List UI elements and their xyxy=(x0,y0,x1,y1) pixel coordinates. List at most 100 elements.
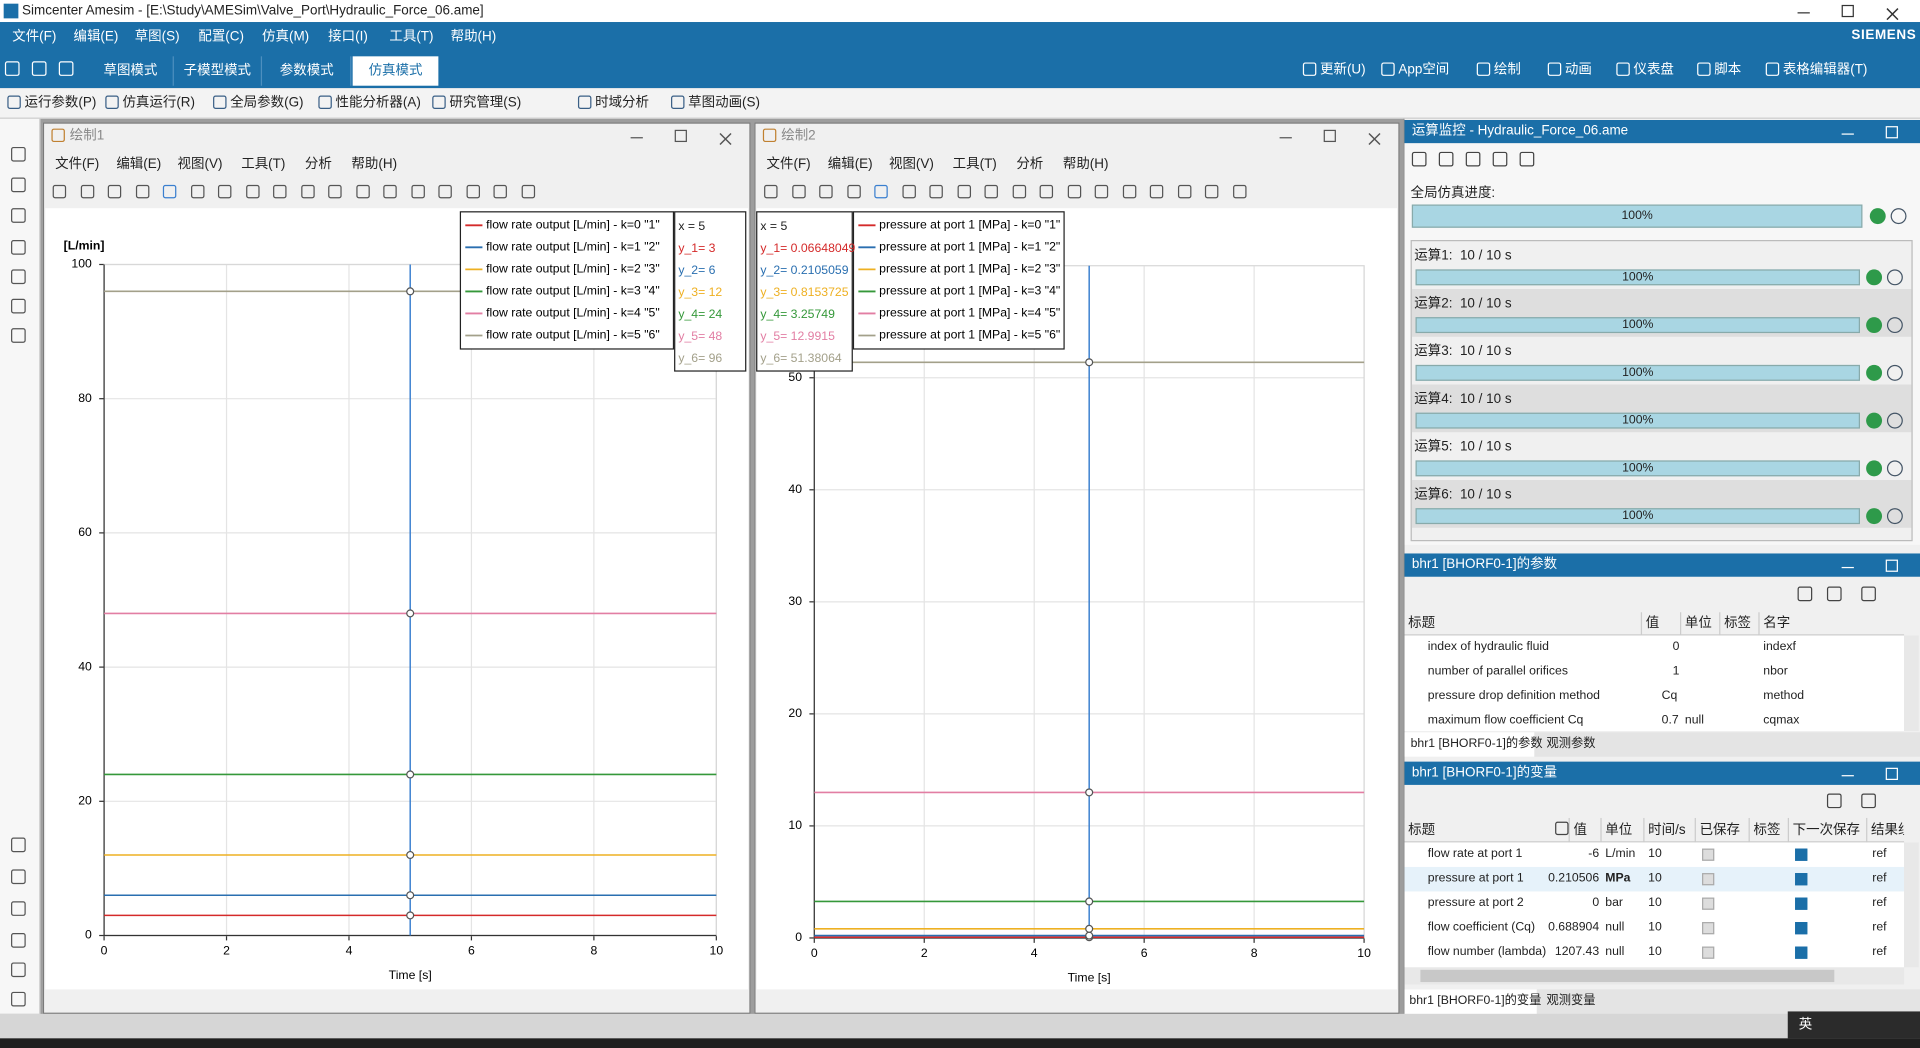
close-button[interactable] xyxy=(1368,130,1381,146)
toolbar-button[interactable]: 时域分析 xyxy=(595,95,649,111)
left-tools xyxy=(0,118,41,1014)
checkbox-next[interactable] xyxy=(1795,946,1808,959)
col-sep xyxy=(1787,817,1789,843)
checkbox-next[interactable] xyxy=(1795,922,1808,935)
run-label: 运算4: 10 / 10 s xyxy=(1414,391,1512,407)
scrollbar xyxy=(1904,635,1919,732)
table-cell: indexf xyxy=(1763,640,1796,654)
plot-menu-item[interactable]: 文件(F) xyxy=(766,156,811,172)
table-cell: index of hydraulic fluid xyxy=(1427,640,1549,654)
top-action[interactable]: 动画 xyxy=(1564,62,1592,78)
panel-tab[interactable]: 观测变量 xyxy=(1546,994,1596,1008)
maximize-button[interactable] xyxy=(1885,767,1898,780)
top-action[interactable]: 表格编辑器(T) xyxy=(1782,62,1868,78)
icon xyxy=(1616,62,1630,76)
minimize-button[interactable] xyxy=(630,137,643,139)
plot-menu-item[interactable]: 分析 xyxy=(1016,156,1044,172)
plot-menu-item[interactable]: 编辑(E) xyxy=(116,156,162,172)
icon xyxy=(213,95,227,109)
close-icon xyxy=(1368,132,1381,146)
scrollbar xyxy=(1904,842,1919,968)
toolbar-button[interactable]: 运行参数(P) xyxy=(24,95,97,111)
minimize-button[interactable] xyxy=(1841,133,1854,135)
top-action[interactable]: 更新(U) xyxy=(1320,62,1366,78)
checkbox-saved xyxy=(1702,922,1715,935)
menu-item[interactable]: 接口(I) xyxy=(328,29,368,45)
menu-item[interactable]: 编辑(E) xyxy=(73,29,119,45)
checkbox-next[interactable] xyxy=(1795,897,1808,910)
top-action[interactable]: App空间 xyxy=(1398,62,1450,78)
col-sep xyxy=(1680,612,1682,636)
menu-item[interactable]: 仿真(M) xyxy=(262,29,310,45)
checkbox-next[interactable] xyxy=(1795,873,1808,886)
plot-area xyxy=(756,208,1398,990)
plot-menu-item[interactable]: 工具(T) xyxy=(952,156,997,172)
panel-tab[interactable]: bhr1 [BHORF0-1]的参数 xyxy=(1410,737,1543,751)
table-cell: ref xyxy=(1872,945,1887,959)
plot-menu-item[interactable]: 工具(T) xyxy=(241,156,286,172)
col-sep xyxy=(1866,817,1868,843)
column-header: 标签 xyxy=(1724,615,1752,631)
menu-item[interactable]: 文件(F) xyxy=(12,29,57,45)
icon xyxy=(1492,151,1508,167)
top-action[interactable]: 仪表盘 xyxy=(1633,62,1674,78)
status-ok xyxy=(1869,208,1886,225)
column-header: 单位 xyxy=(1605,822,1633,838)
column-header: 单位 xyxy=(1684,615,1712,631)
progress-bar: 100% xyxy=(1415,364,1860,381)
mode-tab[interactable]: 子模型模式 xyxy=(174,56,263,86)
maximize-button[interactable] xyxy=(1323,129,1336,143)
maximize-button[interactable] xyxy=(1841,4,1854,18)
maximize-button[interactable] xyxy=(1885,126,1898,139)
status-icon xyxy=(1886,412,1903,429)
icon xyxy=(245,184,259,199)
checkbox-next[interactable] xyxy=(1795,848,1808,861)
icon xyxy=(438,184,452,199)
close-button[interactable] xyxy=(1886,5,1899,21)
plot-menu-item[interactable]: 文件(F) xyxy=(55,156,100,172)
menu-item[interactable]: 草图(S) xyxy=(134,29,180,45)
menu-item[interactable]: 帮助(H) xyxy=(450,29,497,45)
maximize-button[interactable] xyxy=(1885,559,1898,572)
close-button[interactable] xyxy=(719,130,732,146)
minimize-button[interactable] xyxy=(1797,12,1810,14)
column-header: 标题 xyxy=(1408,615,1436,631)
top-action[interactable]: 脚本 xyxy=(1714,62,1742,78)
toolbar-button[interactable]: 草图动画(S) xyxy=(688,95,761,111)
icon xyxy=(11,240,26,255)
plot-menu-item[interactable]: 视图(V) xyxy=(888,156,934,172)
icon xyxy=(956,184,971,199)
column-header: 下一次保存 xyxy=(1792,822,1860,838)
minimize-button[interactable] xyxy=(1279,137,1292,139)
menu-item[interactable]: 配置(C) xyxy=(198,29,245,45)
plot-menu-item[interactable]: 帮助(H) xyxy=(1062,156,1109,172)
panel-tab[interactable]: 观测参数 xyxy=(1546,737,1596,751)
mode-tab[interactable]: 参数模式 xyxy=(263,56,352,86)
minimize-button[interactable] xyxy=(1841,775,1854,777)
mode-tab[interactable]: 仿真模式 xyxy=(352,56,439,86)
status-icon xyxy=(1886,364,1903,381)
mode-tab[interactable]: 草图模式 xyxy=(88,56,174,86)
column-header: 名字 xyxy=(1763,615,1791,631)
minimize-button[interactable] xyxy=(1841,566,1854,569)
menu-item[interactable]: 工具(T) xyxy=(389,29,434,45)
top-action[interactable]: 绘制 xyxy=(1493,62,1521,78)
icon xyxy=(1381,62,1395,76)
icon xyxy=(465,184,480,199)
plot-menu-item[interactable]: 视图(V) xyxy=(177,156,223,172)
status-ok xyxy=(1866,269,1883,286)
panel-tab[interactable]: bhr1 [BHORF0-1]的变量 xyxy=(1409,994,1542,1008)
toolbar-button[interactable]: 研究管理(S) xyxy=(449,95,522,111)
window-title: Simcenter Amesim - [E:\Study\AMESim\Valv… xyxy=(22,3,484,19)
plot-menu-item[interactable]: 帮助(H) xyxy=(351,156,398,172)
plot-menu-item[interactable]: 分析 xyxy=(304,156,332,172)
icon xyxy=(1465,151,1481,167)
toolbar-button[interactable]: 性能分析器(A) xyxy=(335,95,421,111)
plot-menu-item[interactable]: 编辑(E) xyxy=(827,156,873,172)
toolbar-button[interactable]: 全局参数(G) xyxy=(230,95,304,111)
status-ok xyxy=(1866,364,1883,381)
maximize-button[interactable] xyxy=(674,129,687,143)
close-icon xyxy=(719,132,732,146)
toolbar-button[interactable]: 仿真运行(R) xyxy=(122,95,196,111)
